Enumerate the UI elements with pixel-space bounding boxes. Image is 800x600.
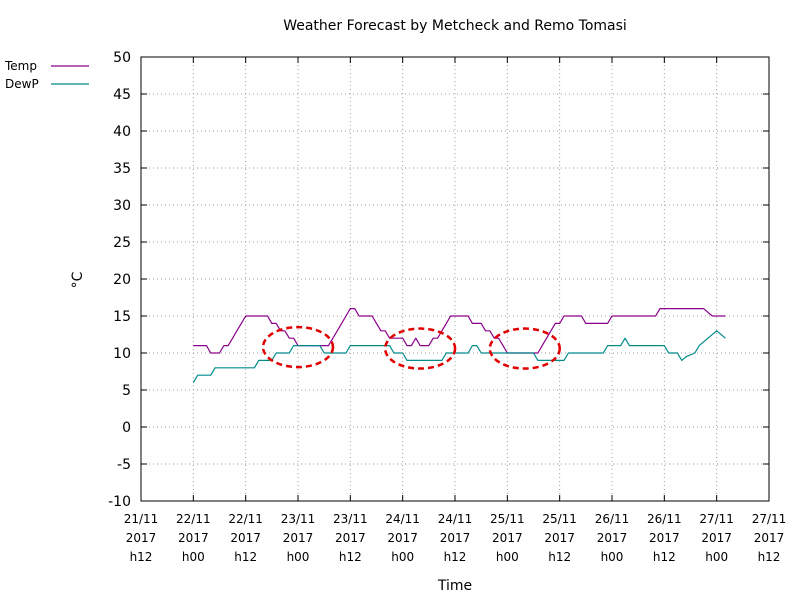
series-line-dewp [192, 330, 726, 383]
y-tick-label: -5 [117, 457, 131, 473]
x-tick-label-hour: h12 [548, 550, 571, 564]
x-tick-label-year: 2017 [126, 531, 157, 545]
x-tick-label: 22/11 2017 h12 [228, 512, 263, 564]
x-tick-label-date: 22/11 [228, 512, 263, 526]
x-tick-label-hour: h12 [653, 550, 676, 564]
x-tick-label-year: 2017 [492, 531, 523, 545]
x-tick-label: 23/11 2017 h12 [333, 512, 368, 564]
plot-frame [140, 56, 770, 502]
annotations [261, 325, 562, 370]
x-tick-label-year: 2017 [544, 531, 575, 545]
x-tick-label-date: 21/11 [124, 512, 159, 526]
y-tick-label: 10 [113, 346, 131, 362]
x-tick-label-date: 23/11 [333, 512, 368, 526]
x-tick-label: 22/11 2017 h00 [176, 512, 211, 564]
series-line-temp [193, 308, 726, 354]
y-tick-label: 0 [122, 420, 131, 436]
annotation-ellipse [261, 325, 335, 369]
x-tick-label-hour: h12 [758, 550, 781, 564]
x-tick-label-hour: h00 [496, 550, 519, 564]
x-tick-label: 27/11 2017 h12 [752, 512, 787, 564]
x-tick-label-date: 24/11 [438, 512, 473, 526]
x-tick-label-year: 2017 [649, 531, 680, 545]
series-lines [192, 308, 726, 383]
x-tick-label-hour: h00 [705, 550, 728, 564]
x-tick-label-date: 26/11 [647, 512, 682, 526]
y-tick-label: 20 [113, 272, 131, 288]
x-tick-label-date: 26/11 [595, 512, 630, 526]
x-tick-label-year: 2017 [754, 531, 785, 545]
y-tick-label: 15 [113, 309, 131, 325]
legend-label: Temp [4, 59, 37, 73]
x-tick-label: 24/11 2017 h12 [438, 512, 473, 564]
y-tick-label: -10 [108, 494, 131, 510]
x-tick-label-date: 27/11 [752, 512, 787, 526]
x-tick-label-year: 2017 [597, 531, 628, 545]
y-tick-label: 50 [113, 50, 131, 66]
x-tick-label-year: 2017 [387, 531, 418, 545]
x-tick-label: 26/11 2017 h00 [595, 512, 630, 564]
x-tick-label-hour: h12 [339, 550, 362, 564]
y-tick-label: 5 [122, 383, 131, 399]
x-tick-label: 26/11 2017 h12 [647, 512, 682, 564]
x-tick-label-date: 27/11 [699, 512, 734, 526]
x-tick-label: 25/11 2017 h12 [542, 512, 577, 564]
x-tick-label: 25/11 2017 h00 [490, 512, 525, 564]
y-tick-label: 45 [113, 87, 131, 103]
x-tick-label-hour: h00 [601, 550, 624, 564]
x-tick-label-date: 24/11 [385, 512, 420, 526]
annotation-ellipse [488, 327, 562, 370]
y-tick-label: 40 [113, 124, 131, 140]
x-tick-label-year: 2017 [230, 531, 261, 545]
x-axis-label: Time [437, 578, 472, 594]
annotation-ellipse [383, 327, 457, 370]
x-tick-label-hour: h12 [444, 550, 467, 564]
x-tick-label-year: 2017 [701, 531, 732, 545]
x-tick-label-year: 2017 [178, 531, 209, 545]
y-tick-label: 30 [113, 198, 131, 214]
x-tick-label: 27/11 2017 h00 [699, 512, 734, 564]
y-axis-label: °C [70, 271, 86, 288]
x-tick-label-hour: h00 [182, 550, 205, 564]
x-tick-label-hour: h12 [130, 550, 153, 564]
x-tick-label-year: 2017 [335, 531, 366, 545]
chart-title: Weather Forecast by Metcheck and Remo To… [283, 18, 627, 34]
x-tick-label-date: 25/11 [542, 512, 577, 526]
y-tick-label: 35 [113, 161, 131, 177]
legend: Temp DewP [4, 59, 89, 91]
x-tick-label-hour: h00 [287, 550, 310, 564]
y-tick-label: 25 [113, 235, 131, 251]
grid [141, 57, 769, 501]
x-tick-label-hour: h00 [391, 550, 414, 564]
x-tick-label-year: 2017 [283, 531, 314, 545]
legend-label: DewP [5, 77, 39, 91]
x-tick-label-date: 23/11 [281, 512, 316, 526]
x-tick-label: 24/11 2017 h00 [385, 512, 420, 564]
x-tick-label: 21/11 2017 h12 [124, 512, 159, 564]
x-tick-label: 23/11 2017 h00 [281, 512, 316, 564]
x-tick-label-year: 2017 [440, 531, 471, 545]
x-tick-label-hour: h12 [234, 550, 257, 564]
x-tick-label-date: 22/11 [176, 512, 211, 526]
x-tick-label-date: 25/11 [490, 512, 525, 526]
